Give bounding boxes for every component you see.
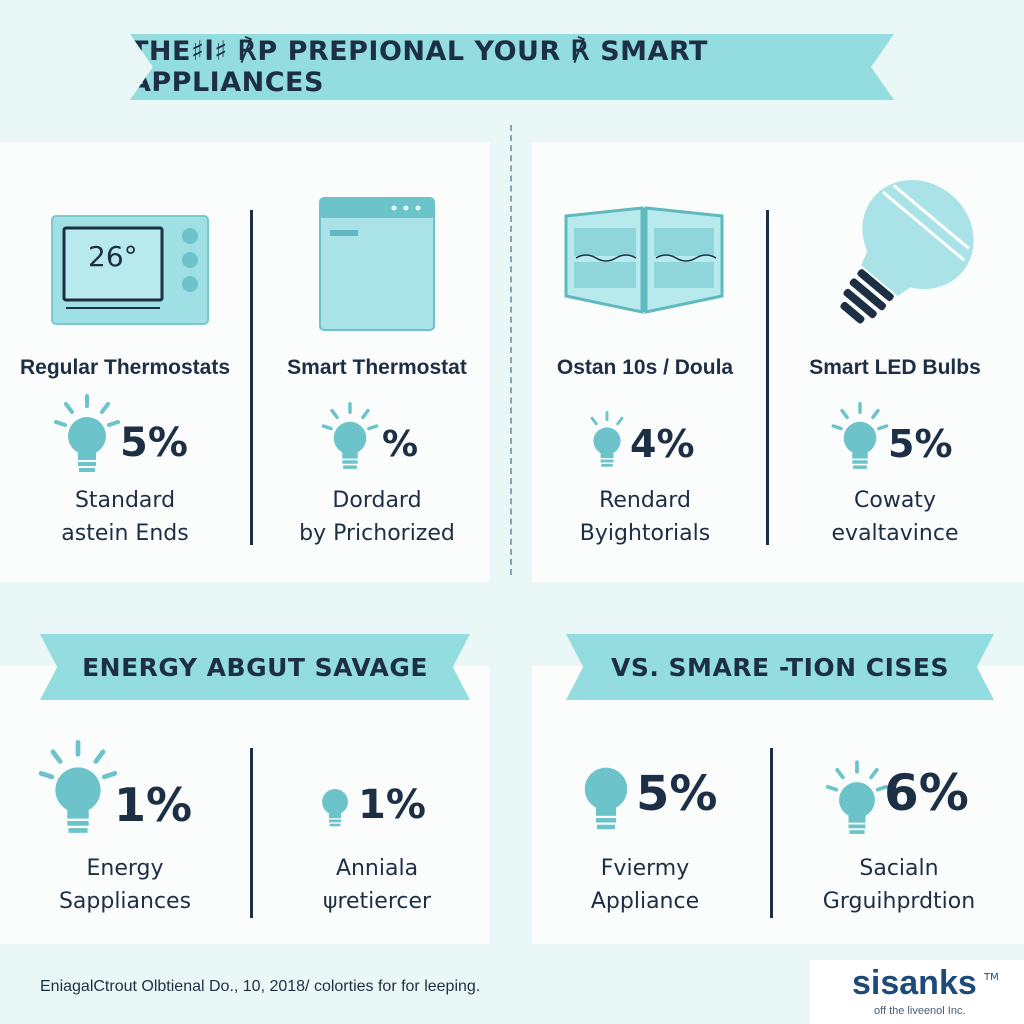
desc-line: Anniala xyxy=(335,856,419,881)
percent-value: 5% xyxy=(120,420,188,466)
center-dashed-divider xyxy=(510,125,512,575)
window-panel-icon xyxy=(564,206,724,314)
thermostat-display: 26° xyxy=(88,240,138,273)
percent-value: 5% xyxy=(636,766,718,822)
lightbulb-icon xyxy=(54,394,120,472)
card-description: Standard astein Ends xyxy=(10,484,240,550)
page-title: THE♯l♯ ℟P PREPIONAL YOUR ℟ SMART APPLIAN… xyxy=(130,36,708,98)
bottom-right-divider xyxy=(770,748,773,918)
desc-line: ψretiercer xyxy=(322,889,432,914)
lightbulb-icon xyxy=(38,740,118,833)
top-left-divider xyxy=(250,210,253,545)
bottom-left-divider xyxy=(250,748,253,918)
comparison-banner: VS. SMARE -TION CISES xyxy=(566,634,994,700)
card-description: Dordard by Prichorized xyxy=(262,484,492,550)
item-description: Anniala ψretiercer xyxy=(262,852,492,918)
desc-line: Sacialn xyxy=(859,856,939,881)
lightbulb-icon xyxy=(584,767,628,830)
card-description: Cowaty evaltavince xyxy=(780,484,1010,550)
percent-value: 5% xyxy=(888,422,953,466)
card-label-smart-led-bulbs: Smart LED Bulbs xyxy=(809,356,981,379)
lightbulb-icon xyxy=(831,402,889,469)
section-title: VS. SMARE -TION CISES xyxy=(611,652,949,682)
section-title: ENERGY ABGUT SAVAGE xyxy=(82,652,428,682)
desc-line: Grguihprdtion xyxy=(822,889,976,914)
card-label-ostan: Ostan 10s / Doula xyxy=(556,356,734,379)
led-bulb-icon xyxy=(840,179,974,324)
item-description: Energy Sappliances xyxy=(10,852,240,918)
percent-value: 1% xyxy=(114,778,193,832)
item-description: Sacialn Grguihprdtion xyxy=(784,852,1014,918)
desc-line: by Prichorized xyxy=(299,521,455,546)
desc-line: Rendard xyxy=(599,488,691,513)
percent-value: 6% xyxy=(884,764,969,822)
percent-value: 4% xyxy=(630,422,695,466)
card-description: Rendard Byightorials xyxy=(530,484,760,550)
card-label-regular-thermostats: Regular Thermostats xyxy=(19,356,231,379)
desc-line: Byightorials xyxy=(579,521,711,546)
desc-line: Sappliances xyxy=(58,889,192,914)
lightbulb-icon xyxy=(322,788,348,827)
thermostat-icon xyxy=(51,215,209,325)
desc-line: Energy xyxy=(86,856,164,881)
top-right-divider xyxy=(766,210,769,545)
item-description: Fviermy Appliance xyxy=(530,852,760,918)
percent-value: 1% xyxy=(358,782,426,828)
energy-savings-banner: ENERGY ABGUT SAVAGE xyxy=(40,634,470,700)
desc-line: Fviermy xyxy=(600,856,690,881)
trademark-mark: TM xyxy=(984,972,999,983)
desc-line: Dordard xyxy=(332,488,422,513)
footnote: EniagalCtrout Olbtienal Do., 10, 2018/ c… xyxy=(40,978,481,995)
percent-value: % xyxy=(382,424,419,465)
logo-area xyxy=(810,960,1024,1024)
logo-subtitle: off the liveenol Inc. xyxy=(874,1005,966,1017)
lightbulb-icon xyxy=(825,760,889,834)
lightbulb-icon xyxy=(321,402,379,469)
lightbulb-icon xyxy=(590,411,624,467)
desc-line: evaltavince xyxy=(831,521,959,546)
desc-line: Standard xyxy=(74,488,176,513)
desc-line: Appliance xyxy=(590,889,700,914)
title-banner: THE♯l♯ ℟P PREPIONAL YOUR ℟ SMART APPLIAN… xyxy=(130,34,894,100)
desc-line: astein Ends xyxy=(61,521,189,546)
desc-line: Cowaty xyxy=(854,488,936,513)
brand-logo: sisanks xyxy=(852,964,977,1002)
refrigerator-icon xyxy=(319,197,435,331)
card-label-smart-thermostat: Smart Thermostat xyxy=(287,356,467,379)
